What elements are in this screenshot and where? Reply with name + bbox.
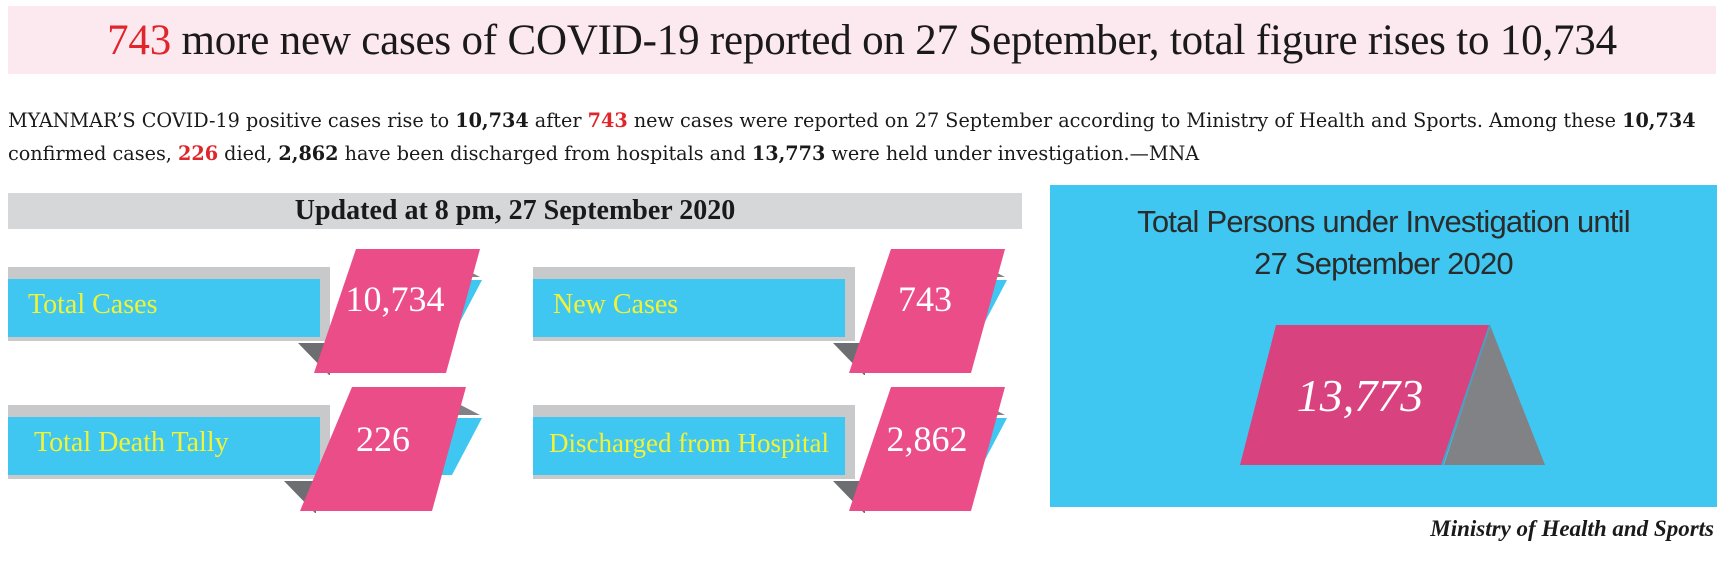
lede-text: after	[528, 109, 588, 132]
stat-value: 743	[898, 279, 952, 319]
lede-text: confirmed cases,	[8, 142, 178, 165]
investigation-graphic	[1240, 324, 1545, 466]
stat-value: 10,734	[345, 279, 445, 319]
lede-text: MYANMAR’S COVID-19 positive cases rise t…	[8, 109, 456, 132]
lede-new-cases: 743	[587, 109, 628, 132]
lede-text: have been discharged from hospitals and	[338, 142, 752, 165]
stat-card-graphic	[533, 249, 1007, 375]
stat-card-total-cases: Total Cases 10,734	[8, 235, 508, 375]
stat-value: 226	[356, 419, 410, 459]
lede-paragraph: MYANMAR’S COVID-19 positive cases rise t…	[8, 104, 1718, 170]
stat-label: Total Death Tally	[34, 427, 229, 458]
investigation-title-line1: Total Persons under Investigation until	[1137, 204, 1630, 239]
headline-title: 743 more new cases of COVID-19 reported …	[107, 16, 1617, 65]
lede-text: were held under investigation.—MNA	[825, 142, 1200, 165]
stat-card-graphic	[533, 387, 1007, 513]
investigation-panel: Total Persons under Investigation until …	[1050, 185, 1717, 507]
investigation-value: 13,773	[1296, 369, 1424, 421]
lede-deaths: 226	[178, 142, 219, 165]
stat-card-total-death-tally: Total Death Tally 226	[8, 373, 508, 513]
lede-text: new cases were reported on 27 September …	[627, 109, 1623, 132]
stat-label: Discharged from Hospital	[549, 427, 829, 458]
headline-number: 743	[107, 16, 171, 64]
stat-card-discharged: Discharged from Hospital 2,862	[533, 373, 1033, 513]
stat-value: 2,862	[886, 419, 968, 459]
stat-card-new-cases: New Cases 743	[533, 235, 1033, 375]
investigation-title: Total Persons under Investigation until …	[1050, 201, 1717, 285]
investigation-title-line2: 27 September 2020	[1254, 246, 1514, 281]
updated-bar: Updated at 8 pm, 27 September 2020	[8, 193, 1022, 229]
lede-total-cases: 10,734	[455, 109, 529, 132]
lede-text: died,	[218, 142, 279, 165]
source-credit: Ministry of Health and Sports	[1430, 516, 1714, 541]
headline-text: more new cases of COVID-19 reported on 2…	[171, 16, 1618, 64]
stat-label: Total Cases	[28, 289, 158, 320]
stat-label: New Cases	[553, 289, 679, 320]
lede-discharged: 2,862	[278, 142, 339, 165]
stat-card-graphic	[8, 387, 482, 513]
lede-confirmed-cases: 10,734	[1622, 109, 1696, 132]
stat-card-graphic	[8, 249, 482, 375]
lede-under-investigation: 13,773	[751, 142, 826, 165]
headline-banner: 743 more new cases of COVID-19 reported …	[8, 6, 1716, 74]
